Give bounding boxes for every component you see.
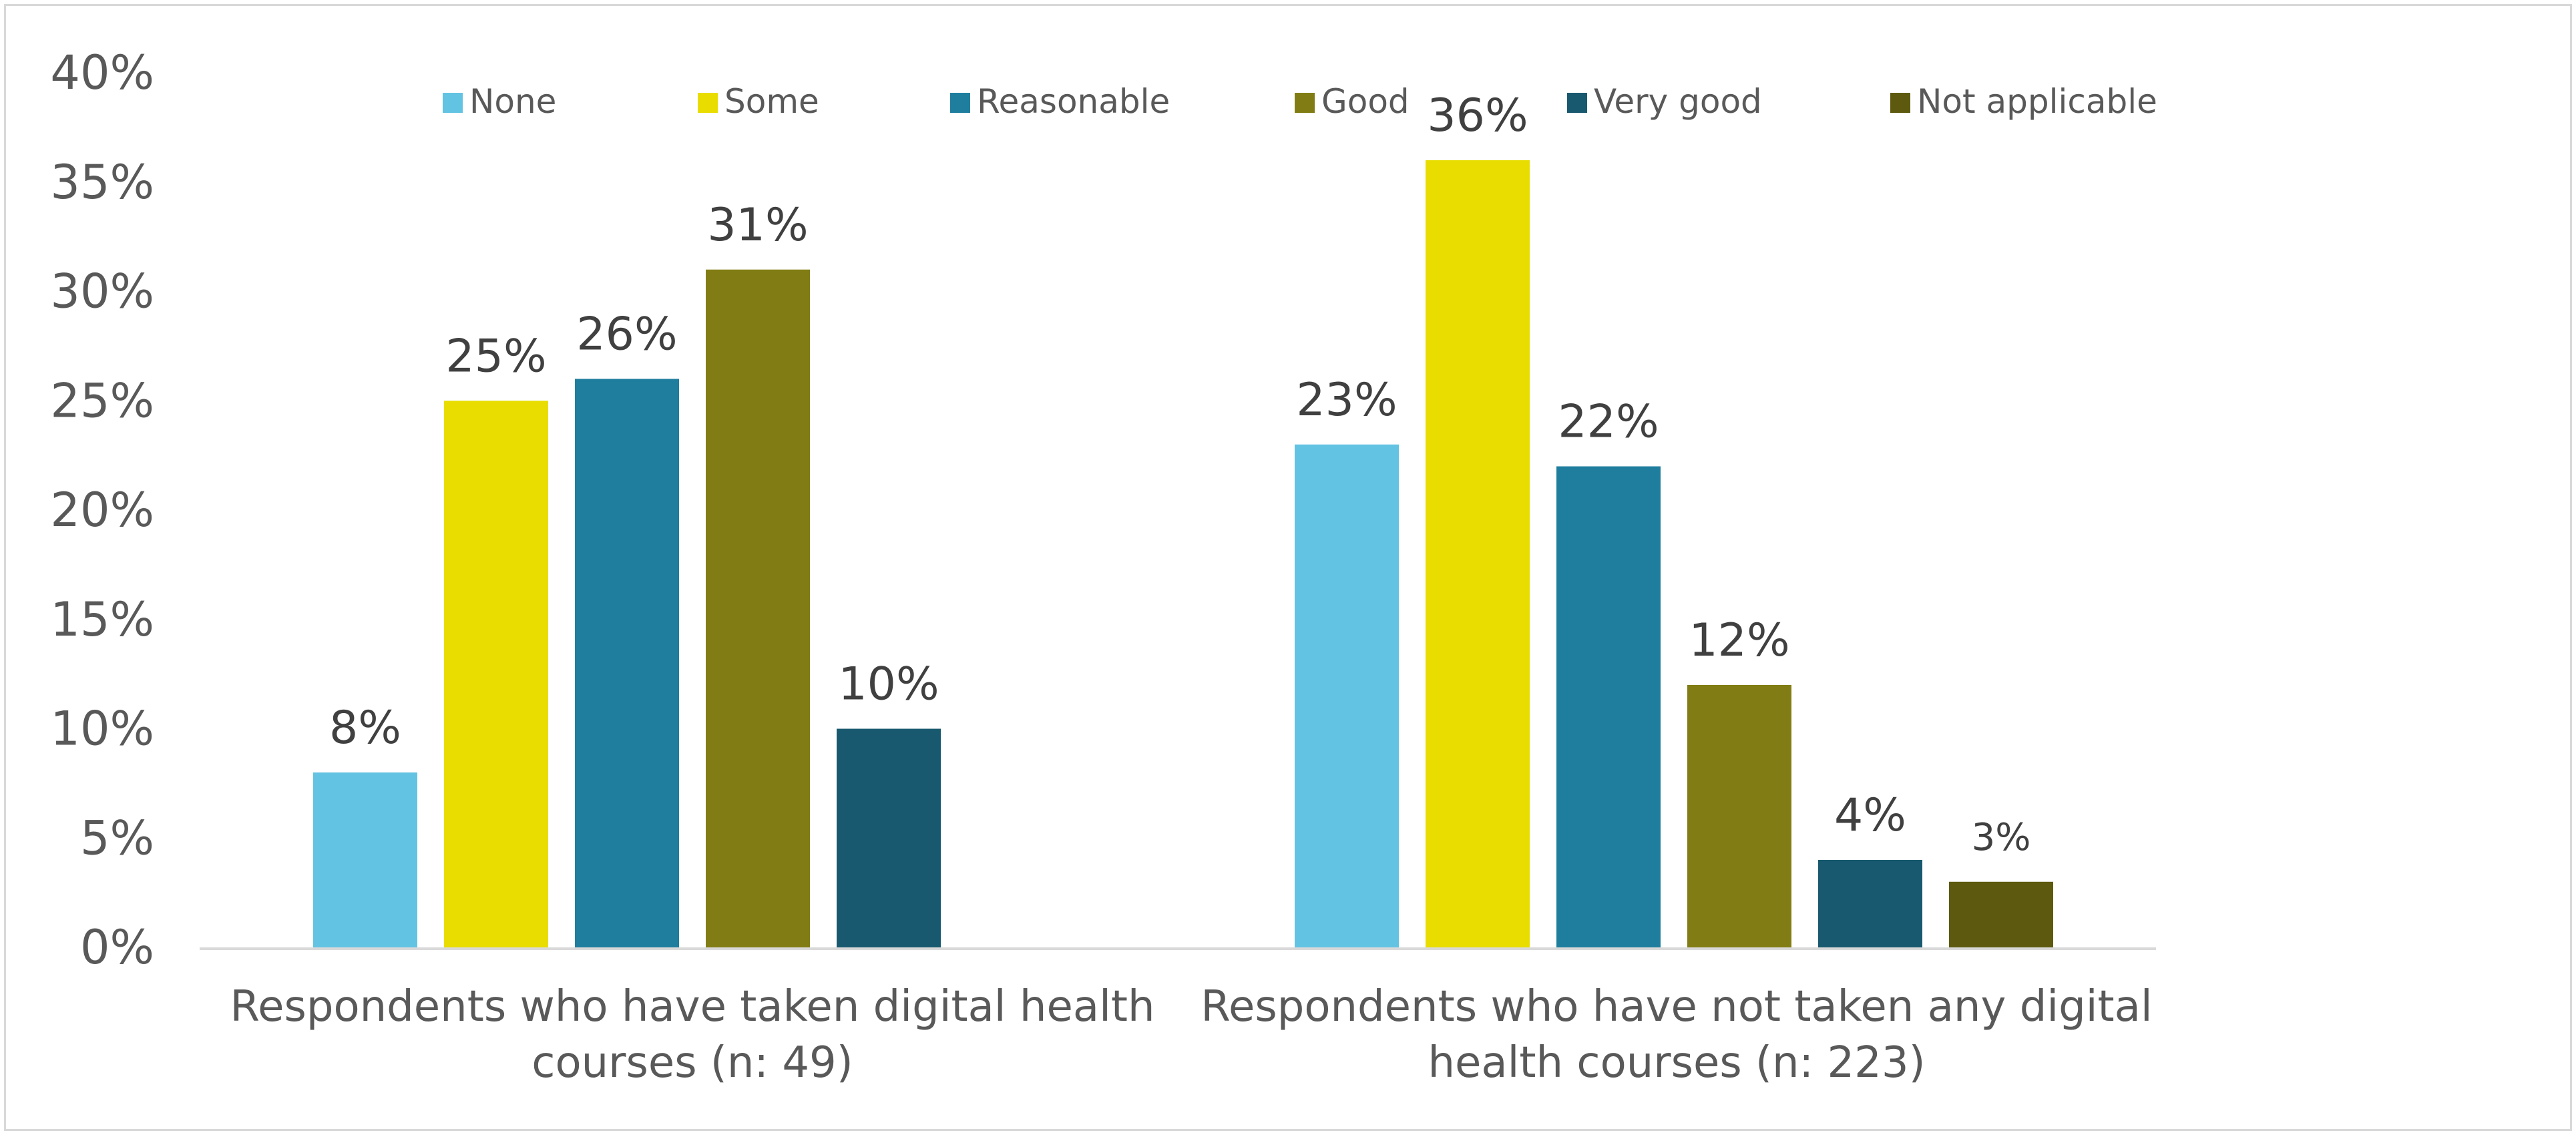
data-label: 26% [576, 308, 677, 361]
bar-very-good-group-1 [837, 728, 941, 947]
bar-none-group-2 [1295, 444, 1399, 947]
legend-swatch-not-applicable [1890, 93, 1910, 113]
data-label: 12% [1689, 614, 1789, 667]
category-label: Respondents who have taken digital healt… [230, 982, 1155, 1032]
category-label: health courses (n: 223) [1428, 1038, 1925, 1088]
bar-good-group-2 [1687, 685, 1791, 947]
bar-chart: 0% 5% 10% 15% 20% 25% 30% 35% 40% 8% 25% 26% 31% 10%… [50, 45, 2157, 1088]
y-tick-label: 25% [50, 373, 154, 428]
legend-label: None [469, 82, 556, 121]
bars [313, 160, 2053, 947]
data-label: 31% [707, 199, 808, 252]
legend: None Some Reasonable Good Very good Not appli… [443, 82, 2157, 121]
data-label: 4% [1834, 789, 1906, 842]
data-label: 3% [1972, 816, 2031, 859]
bar-very-good-group-2 [1818, 860, 1922, 947]
data-label: 22% [1558, 396, 1659, 449]
y-tick-label: 5% [80, 811, 154, 865]
legend-label: Not applicable [1917, 82, 2157, 121]
legend-swatch-reasonable [950, 93, 970, 113]
y-tick-label: 40% [50, 45, 154, 100]
data-labels: 8% 25% 26% 31% 10% 23% 36% 22% 12% 4% 3% [329, 89, 2030, 859]
bar-reasonable-group-2 [1556, 466, 1661, 947]
y-tick-label: 30% [50, 264, 154, 319]
y-tick-label: 10% [50, 702, 154, 756]
legend-swatch-some [698, 93, 718, 113]
bar-some-group-1 [444, 401, 548, 947]
bar-reasonable-group-1 [575, 379, 679, 947]
data-label: 8% [329, 702, 401, 754]
legend-label: Very good [1594, 82, 1762, 121]
bar-good-group-1 [706, 269, 810, 947]
bar-none-group-1 [313, 772, 417, 947]
y-tick-label: 0% [80, 920, 154, 975]
category-labels: Respondents who have taken digital healt… [230, 982, 2153, 1088]
y-tick-label: 35% [50, 155, 154, 210]
data-label: 10% [838, 658, 939, 711]
legend-label: Reasonable [977, 82, 1170, 121]
y-axis-labels: 0% 5% 10% 15% 20% 25% 30% 35% 40% [50, 45, 154, 975]
y-tick-label: 15% [50, 592, 154, 647]
category-label: Respondents who have not taken any digit… [1201, 982, 2152, 1032]
chart-frame: 0% 5% 10% 15% 20% 25% 30% 35% 40% 8% 25% 26% 31% 10%… [4, 4, 2572, 1131]
data-label: 36% [1427, 89, 1528, 142]
legend-swatch-very-good [1567, 93, 1587, 113]
bar-not-applicable-group-2 [1949, 881, 2053, 947]
legend-label: Some [724, 82, 819, 121]
legend-swatch-good [1295, 93, 1315, 113]
data-label: 23% [1296, 374, 1397, 427]
y-tick-label: 20% [50, 483, 154, 537]
category-label: courses (n: 49) [531, 1038, 853, 1088]
legend-swatch-none [443, 93, 463, 113]
legend-label: Good [1321, 82, 1410, 121]
data-label: 25% [445, 330, 546, 383]
bar-some-group-2 [1426, 160, 1530, 947]
